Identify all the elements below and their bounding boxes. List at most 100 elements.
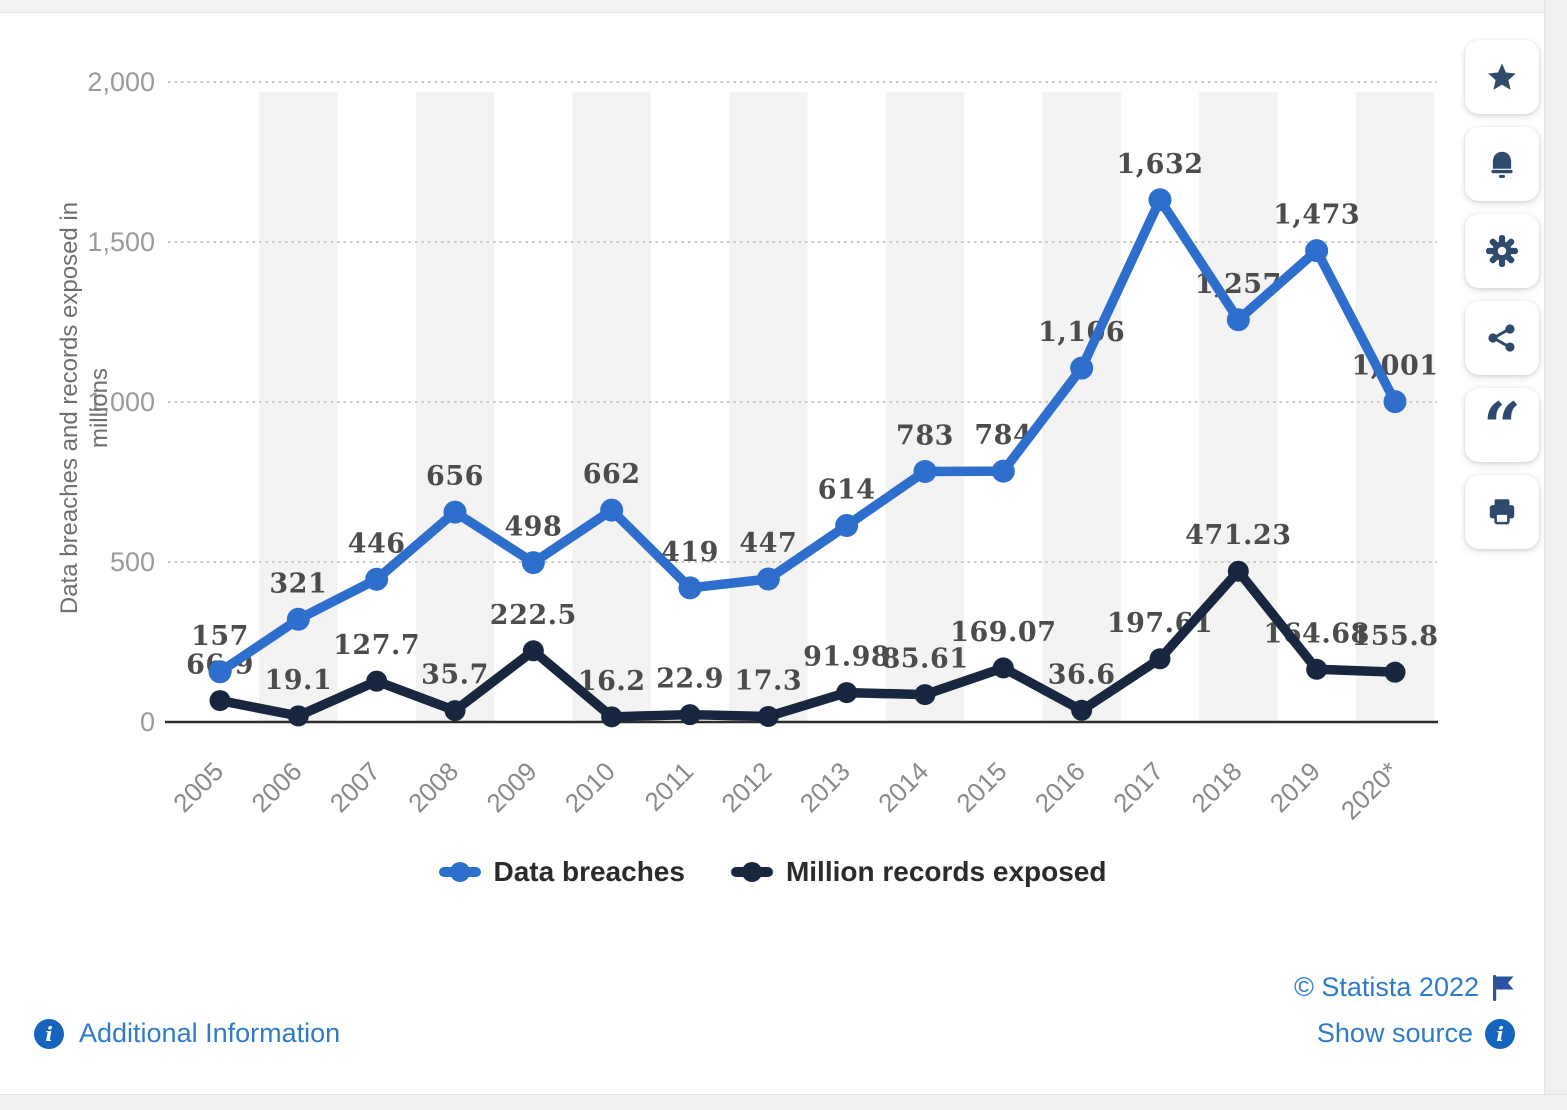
y-tick-label: 500 [110, 547, 155, 577]
data-point[interactable] [286, 607, 310, 631]
data-point[interactable] [1226, 308, 1250, 332]
bell-icon [1491, 151, 1513, 179]
data-point[interactable] [679, 704, 701, 726]
data-point-label: 614 [818, 475, 876, 506]
flag-icon[interactable] [1491, 974, 1515, 1002]
plot-band [885, 92, 965, 722]
data-point[interactable] [365, 567, 389, 591]
data-point[interactable] [992, 657, 1014, 679]
show-source-label: Show source [1316, 1018, 1473, 1048]
notifications-button[interactable] [1465, 127, 1539, 201]
chart-toolbar: “ [1465, 40, 1539, 549]
data-point[interactable] [836, 682, 858, 704]
plot-band [1199, 92, 1278, 722]
data-point[interactable] [1227, 560, 1249, 582]
data-point[interactable] [914, 684, 936, 706]
data-point[interactable] [208, 660, 232, 684]
line-chart: 0 500 1,000 1,500 2,000 2005 2006 2007 2008 2009 2… [87, 67, 1438, 825]
data-point[interactable] [601, 706, 623, 728]
data-point-label: 155.8 [1351, 621, 1438, 652]
series-line [215, 195, 1400, 677]
share-icon [1488, 324, 1515, 352]
x-tick-label: 2014 [872, 756, 934, 818]
x-tick-label: 2019 [1264, 756, 1326, 818]
x-tick-label: 2011 [638, 756, 699, 817]
x-tick-label: 2012 [715, 756, 777, 818]
x-tick-label: 2016 [1029, 756, 1091, 818]
info-icon: i [34, 1018, 64, 1049]
favorite-button[interactable] [1465, 40, 1539, 114]
data-point-label: 36.6 [1048, 659, 1116, 690]
data-point[interactable] [600, 498, 624, 522]
legend-item-data-breaches[interactable]: Data breaches [438, 856, 685, 888]
data-point-label: 19.1 [264, 665, 332, 696]
page-top-edge [0, 0, 1567, 13]
data-point-label: 656 [426, 461, 484, 492]
data-point[interactable] [209, 690, 231, 712]
quote-icon: “ [1483, 388, 1521, 466]
star-icon [1488, 63, 1516, 90]
data-point[interactable] [1148, 188, 1172, 212]
data-point[interactable] [913, 459, 937, 483]
show-source-link[interactable]: Show source i [1317, 1018, 1515, 1049]
x-tick-label: 2006 [245, 756, 307, 818]
settings-button[interactable] [1465, 214, 1539, 288]
data-point[interactable] [521, 551, 545, 575]
data-point-label: 783 [896, 420, 954, 451]
data-point[interactable] [366, 670, 388, 692]
x-tick-label: 2018 [1185, 756, 1247, 818]
data-point-label: 127.7 [333, 630, 420, 661]
y-tick-label: 0 [140, 707, 155, 737]
data-point-label: 1,473 [1273, 200, 1360, 231]
data-point-label: 22.9 [656, 664, 724, 695]
data-point[interactable] [1149, 648, 1171, 670]
cite-button[interactable]: “ [1465, 388, 1539, 462]
data-point-label: 91.98 [803, 642, 890, 673]
data-point[interactable] [522, 640, 544, 662]
data-point-label: 662 [583, 459, 641, 490]
data-point[interactable] [443, 500, 467, 524]
data-point-label: 446 [348, 528, 406, 559]
legend-label: Million records exposed [785, 856, 1107, 887]
legend-item-million-records[interactable]: Million records exposed [730, 856, 1107, 888]
data-point-label: 85.61 [881, 644, 968, 675]
data-point[interactable] [1071, 699, 1093, 721]
data-point-label: 447 [739, 528, 797, 559]
x-tick-label: 2005 [167, 756, 229, 818]
data-point[interactable] [835, 514, 859, 538]
data-point[interactable] [1070, 356, 1094, 380]
x-tick-label: 2007 [324, 756, 386, 818]
data-point-label: 35.7 [421, 660, 489, 691]
info-icon: i [1485, 1018, 1515, 1049]
additional-information-link[interactable]: i Additional Information [34, 1018, 340, 1049]
data-point[interactable] [757, 705, 779, 727]
x-tick-label: 2017 [1107, 756, 1169, 818]
y-tick-label: 1,500 [87, 227, 155, 257]
plot-band [729, 92, 808, 722]
data-point[interactable] [1306, 658, 1328, 680]
legend-label: Data breaches [493, 856, 685, 887]
data-point[interactable] [991, 459, 1015, 483]
x-tick-label: 2013 [794, 756, 856, 818]
data-point[interactable] [756, 567, 780, 591]
data-point[interactable] [1384, 661, 1406, 683]
x-tick-label: 2015 [950, 756, 1012, 818]
share-button[interactable] [1465, 301, 1539, 375]
data-point-label: 157 [191, 621, 249, 652]
data-point-label: 169.07 [950, 617, 1056, 648]
print-icon [1489, 499, 1515, 525]
data-point[interactable] [287, 705, 309, 727]
x-tick-label: 2010 [559, 756, 621, 818]
data-point-label: 1,001 [1351, 351, 1438, 382]
data-point[interactable] [678, 576, 702, 600]
data-point-label: 222.5 [490, 600, 577, 631]
data-point[interactable] [444, 700, 466, 722]
legend-marker-navy [730, 861, 773, 883]
page-right-edge [1544, 0, 1567, 1110]
x-tick-label: 2008 [402, 756, 464, 818]
data-point[interactable] [1383, 390, 1407, 414]
series-line [215, 566, 1400, 722]
print-button[interactable] [1465, 475, 1539, 549]
data-point[interactable] [1305, 239, 1329, 263]
